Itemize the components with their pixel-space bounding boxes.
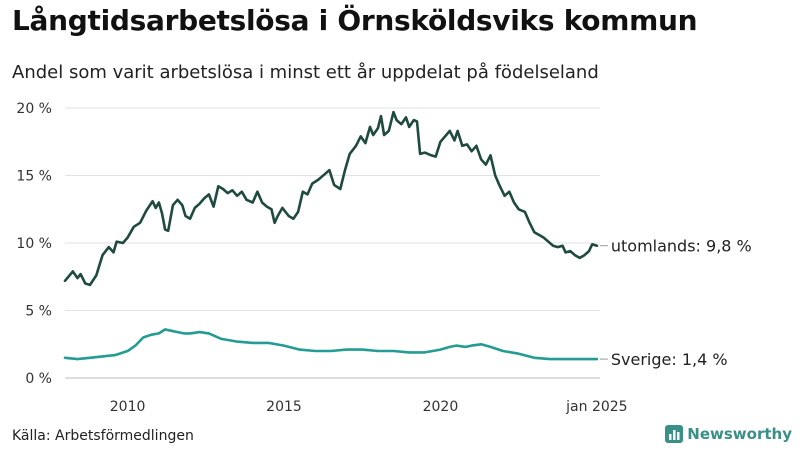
gridlines	[65, 107, 600, 379]
y-tick-label-0: 0 %	[25, 371, 52, 387]
x-tick-label-2025: jan 2025	[565, 399, 627, 415]
end-label-utomlands: utomlands: 9,8 %	[611, 237, 752, 256]
x-axis-tick-labels: 2010 2015 2020 jan 2025	[110, 399, 628, 415]
series-lines	[63, 110, 599, 361]
chart-subtitle: Andel som varit arbetslösa i minst ett å…	[12, 62, 599, 83]
y-tick-label-15: 15 %	[16, 169, 52, 185]
brand-logo: Newsworthy	[665, 425, 792, 443]
series-line-utomlands	[63, 110, 599, 287]
series-line-sverige	[63, 328, 599, 361]
bar-chart-icon	[665, 425, 684, 443]
y-tick-label-10: 10 %	[16, 236, 52, 252]
x-tick-label-2010: 2010	[110, 399, 146, 415]
y-tick-label-20: 20 %	[16, 101, 52, 117]
y-axis-tick-labels: 0 % 5 % 10 % 15 % 20 %	[16, 101, 52, 387]
source-note: Källa: Arbetsförmedlingen	[12, 428, 194, 444]
x-tick-label-2015: 2015	[266, 399, 302, 415]
end-label-sverige: Sverige: 1,4 %	[611, 350, 728, 369]
x-tick-label-2020: 2020	[423, 399, 459, 415]
y-tick-label-5: 5 %	[25, 304, 52, 320]
series-end-labels: utomlands: 9,8 % Sverige: 1,4 %	[599, 237, 752, 369]
brand-name: Newsworthy	[687, 425, 792, 443]
chart-title: Långtidsarbetslösa i Örnsköldsviks kommu…	[12, 4, 698, 37]
